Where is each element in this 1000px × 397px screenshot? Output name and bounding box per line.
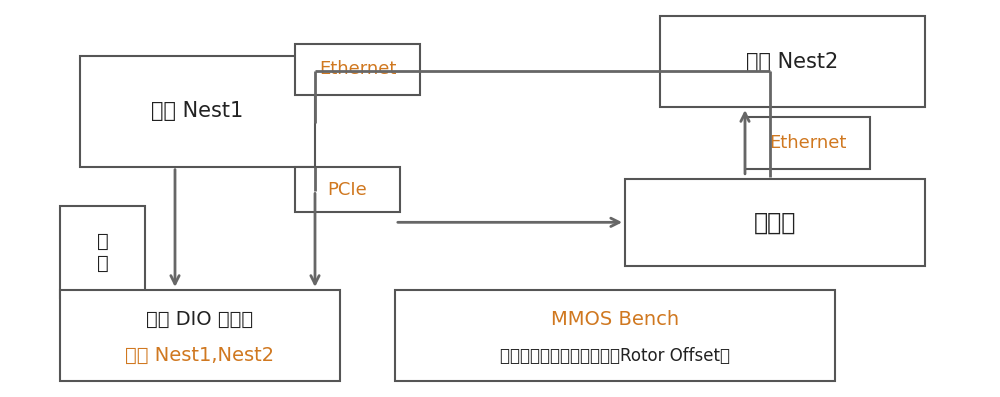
Bar (60, 206, 145, 298)
Bar (395, 290, 835, 381)
Text: 自制 DIO 控制板: 自制 DIO 控制板 (146, 310, 254, 329)
Text: 切换 Nest1,Nest2: 切换 Nest1,Nest2 (125, 346, 275, 365)
Text: 电脑 Nest1: 电脑 Nest1 (151, 101, 244, 121)
Text: Ethernet: Ethernet (769, 134, 846, 152)
Text: 测试产品马达的机械零位（Rotor Offset）: 测试产品马达的机械零位（Rotor Offset） (500, 347, 730, 364)
Bar (660, 16, 925, 107)
Text: MMOS Bench: MMOS Bench (551, 310, 679, 329)
Bar (625, 179, 925, 266)
Text: PCIe: PCIe (328, 181, 367, 198)
Bar (80, 56, 315, 167)
Bar (295, 167, 400, 212)
Text: 串
口: 串 口 (97, 231, 108, 273)
Text: 电脑 Nest2: 电脑 Nest2 (746, 52, 839, 71)
Bar (295, 44, 420, 95)
Bar (745, 117, 870, 169)
Bar (60, 290, 340, 381)
Text: 路由器: 路由器 (754, 210, 796, 234)
Text: Ethernet: Ethernet (319, 60, 396, 79)
